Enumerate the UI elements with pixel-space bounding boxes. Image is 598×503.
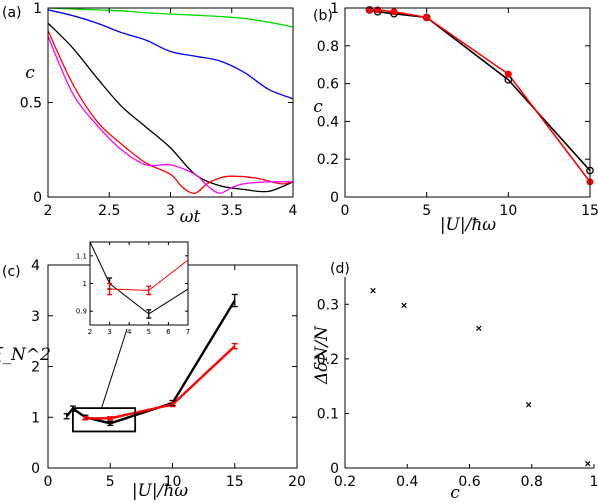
y-tick-label: 0.2 [317, 352, 339, 368]
x-tick-label: 10 [499, 203, 517, 219]
panel-c-ylabel: ξ_N^2 [0, 345, 51, 365]
panel-b-frame [344, 7, 591, 198]
y-tick-label: 0.2 [317, 152, 339, 168]
series-b-marker-1 [390, 8, 398, 16]
panel-d-xlabel: c [450, 483, 460, 503]
series-a-line-3 [47, 30, 294, 194]
x-tick-label: 0 [44, 474, 53, 490]
y-tick-label: 0.5 [20, 96, 42, 112]
series-d-marker [370, 287, 376, 294]
x-tick-label: 10 [164, 474, 182, 490]
series-c-line-1 [85, 345, 236, 420]
x-tick-label: 7 [186, 328, 190, 336]
x-tick-label: 6 [166, 328, 171, 336]
series-a-line-2 [47, 22, 294, 193]
series-a-line-1 [47, 9, 294, 100]
y-tick-label: 1 [33, 1, 42, 17]
series-a-line-0 [47, 7, 294, 28]
x-tick-label: 5 [106, 474, 115, 490]
x-tick-label: 4 [127, 328, 132, 336]
panel-c-xlabel: |U|/ħω [132, 481, 188, 501]
inset-connector-line [101, 328, 128, 409]
x-tick-label: 3 [107, 328, 111, 336]
inset-frame [89, 241, 189, 326]
series-d-marker [585, 460, 591, 467]
y-tick-label: 0.9 [76, 308, 87, 316]
x-tick-label: 0.8 [521, 474, 543, 490]
x-tick-label: 4 [289, 203, 298, 219]
x-tick-label: 0.4 [396, 474, 418, 490]
x-tick-label: 0.6 [458, 474, 480, 490]
panel-b-xlabel: |U|/ħω [440, 215, 496, 235]
y-tick-label: 4 [31, 258, 40, 274]
y-tick-label: 2 [31, 360, 40, 376]
panel-a-xlabel: ωt [180, 207, 201, 227]
zoom-region-box [72, 407, 137, 433]
x-tick-label: 0.2 [334, 474, 356, 490]
x-tick-label: 0 [341, 203, 350, 219]
y-tick-label: 0.3 [317, 297, 339, 313]
series-d-marker [525, 401, 532, 408]
x-tick-label: 3 [166, 203, 175, 219]
y-tick-label: 1.1 [76, 252, 87, 260]
y-tick-label: 0.6 [317, 77, 339, 93]
x-tick-label: 3.5 [221, 203, 243, 219]
panel-d-ylabel: ΔδN/N [312, 325, 332, 385]
y-tick-label: 0 [330, 190, 339, 206]
panel-b-label: (b) [313, 8, 333, 24]
x-tick-label: 5 [422, 203, 431, 219]
panel-a-ylabel: c [25, 63, 35, 83]
x-tick-label: 2 [88, 328, 92, 336]
x-tick-label: 2.5 [98, 203, 120, 219]
series-b-line-1 [369, 9, 591, 183]
panel-d-label: (d) [330, 261, 350, 277]
y-tick-label: 0 [33, 190, 42, 206]
series-d-marker [401, 302, 407, 309]
panel-a-label: (a) [2, 5, 22, 21]
series-a-line-4 [47, 36, 294, 194]
series-b-line-0 [369, 9, 591, 172]
inset-line-0 [89, 241, 189, 315]
x-tick-label: 15 [581, 203, 598, 219]
x-tick-label: 5 [147, 328, 151, 336]
series-d-marker [476, 325, 482, 332]
y-tick-label: 1 [31, 410, 40, 426]
y-tick-label: 1 [330, 1, 339, 17]
y-tick-label: 0 [330, 461, 339, 477]
x-tick-label: 2 [44, 203, 53, 219]
y-tick-label: 3 [31, 309, 40, 325]
x-tick-label: 20 [288, 474, 306, 490]
panel-b-ylabel: c [313, 97, 323, 117]
series-b-marker-1 [504, 70, 512, 78]
x-tick-label: 15 [226, 474, 244, 490]
y-tick-label: 0 [31, 461, 40, 477]
series-b-marker-1 [423, 13, 431, 21]
y-tick-label: 0.1 [317, 406, 339, 422]
x-tick-label: 1 [590, 474, 598, 490]
panel-a-frame [47, 7, 294, 198]
y-tick-label: 0.4 [317, 114, 339, 130]
y-tick-label: 0.8 [317, 39, 339, 55]
y-tick-label: 1 [83, 280, 87, 288]
series-c-line-0 [65, 299, 236, 425]
panel-c-label: (c) [2, 264, 21, 280]
